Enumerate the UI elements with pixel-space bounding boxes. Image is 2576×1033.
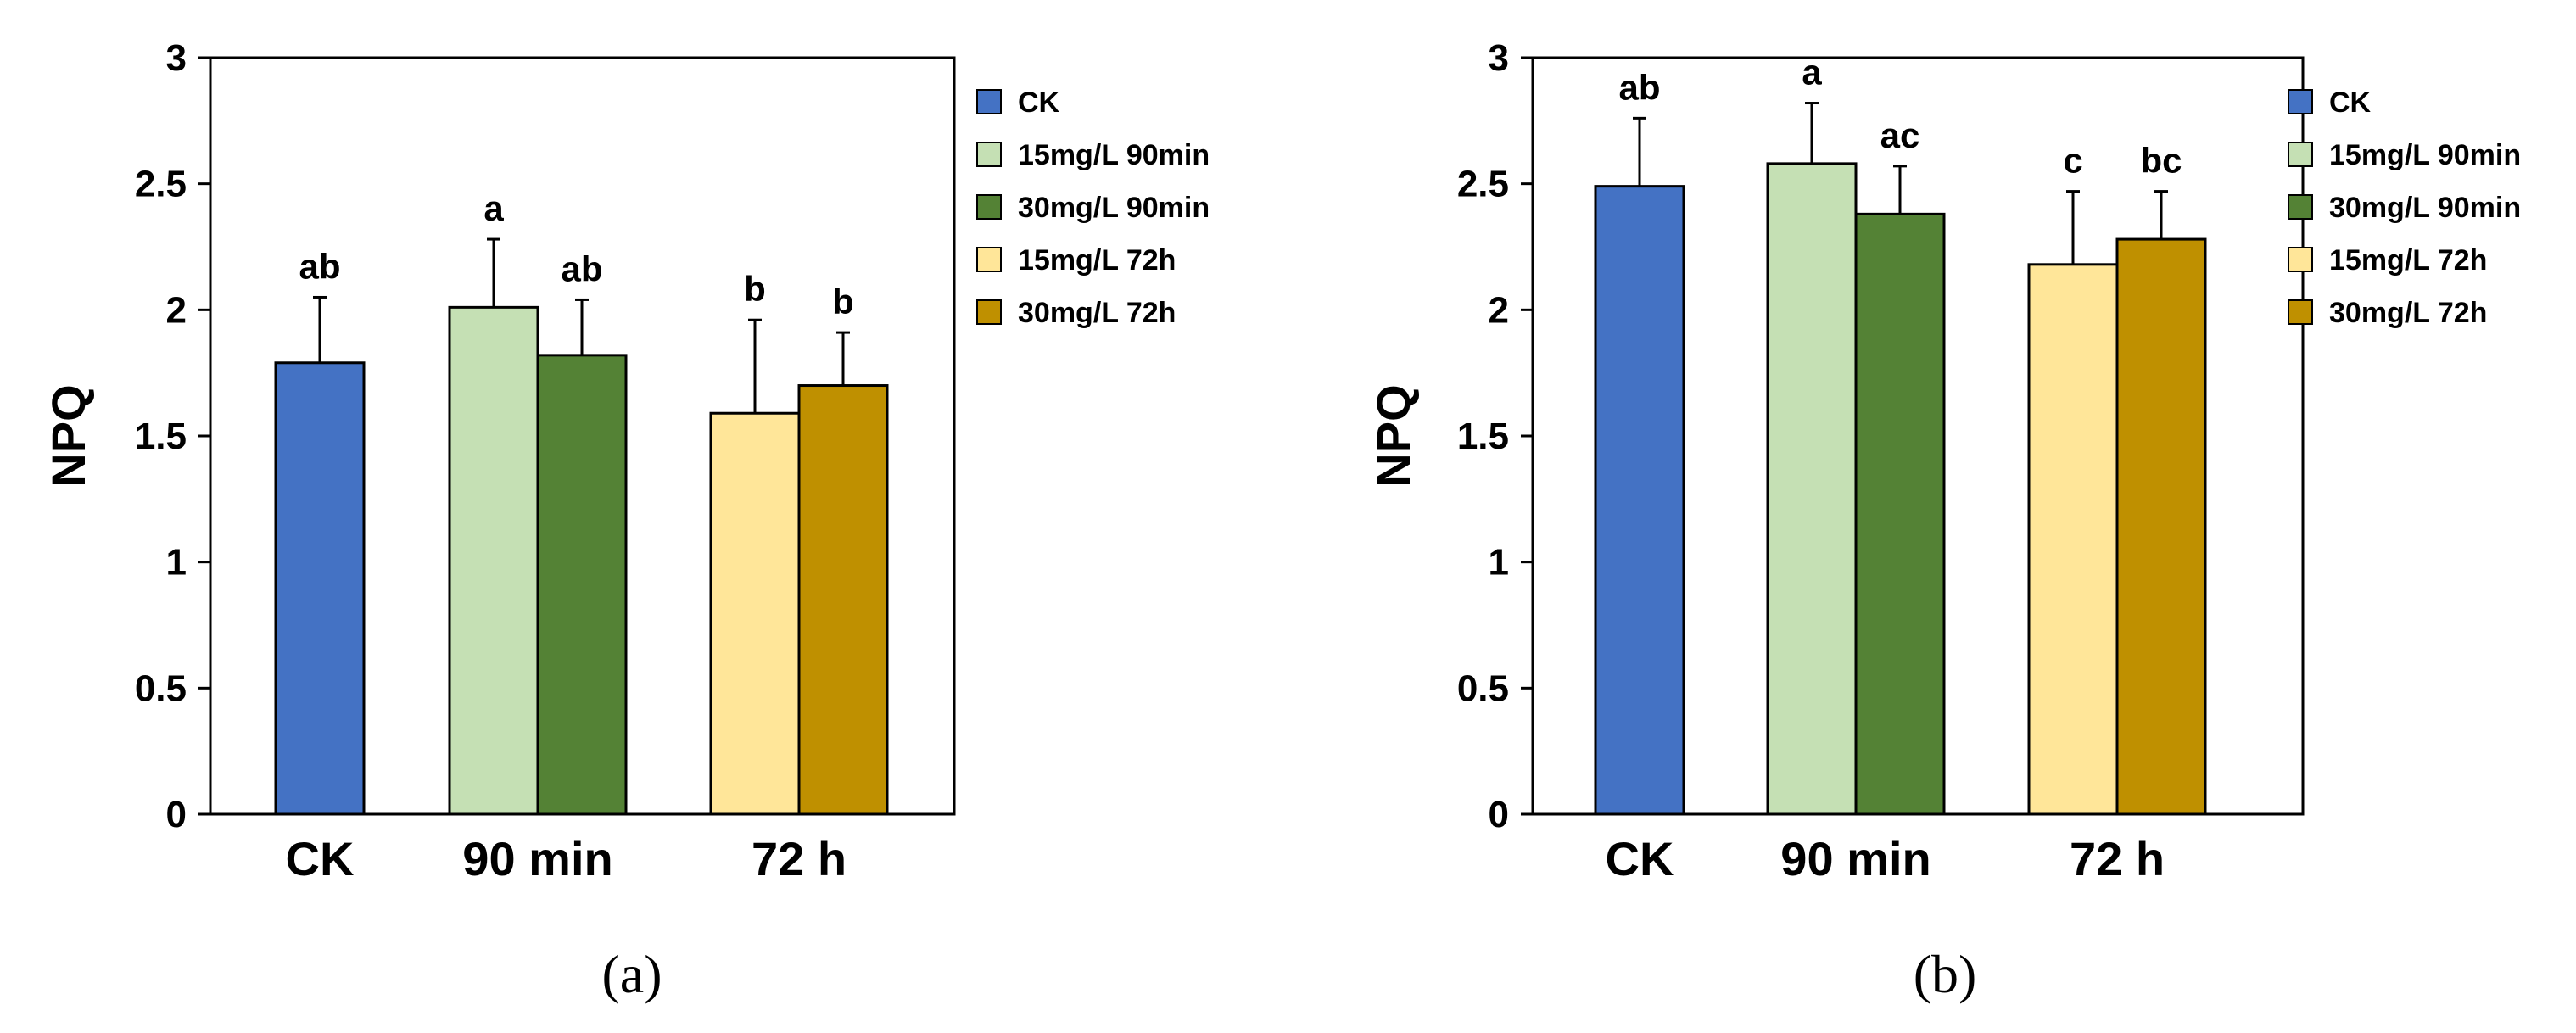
y-tick-label: 2.5	[135, 164, 187, 205]
legend-entry: 30mg/L 90min	[1018, 192, 1210, 224]
legend: CK 15mg/L 90min 30mg/L 90min 15mg/L 72h 30mg…	[976, 87, 1210, 329]
y-tick-label: 2	[1489, 289, 1509, 331]
y-tick-label: 0.5	[1457, 667, 1509, 709]
chart-panel-b: 0 0.5 1 1.5 2 2.5 3 NPQ ab a ac c bc CK 90 min 72 h CK 15…	[1366, 37, 2521, 1004]
bar-1	[1594, 185, 1685, 816]
significance-label: b	[744, 269, 766, 309]
bar-5	[797, 384, 889, 816]
legend-swatch	[2288, 142, 2313, 167]
significance-label: ab	[299, 246, 340, 286]
bar-3	[536, 354, 628, 816]
legend-swatch	[976, 299, 1002, 325]
legend-entry: 30mg/L 90min	[2329, 192, 2521, 224]
significance-label: b	[832, 282, 854, 321]
y-tick-label: 1.5	[135, 416, 187, 457]
bar-4	[709, 411, 801, 816]
legend-entry: 30mg/L 72h	[2329, 297, 2487, 329]
significance-label: ab	[1618, 67, 1660, 107]
significance-label: bc	[2140, 141, 2182, 181]
legend: CK 15mg/L 90min 30mg/L 90min 15mg/L 72h 30mg…	[2288, 87, 2521, 329]
y-tick-label: 1	[1489, 542, 1509, 584]
legend-entry: 15mg/L 90min	[2329, 139, 2521, 171]
y-tick-label: 1.5	[1457, 416, 1509, 457]
legend-swatch	[2288, 299, 2313, 325]
y-tick-label: 2.5	[1457, 164, 1509, 205]
bar-2	[448, 305, 539, 816]
x-category-label: CK	[1606, 832, 1674, 885]
legend-swatch	[976, 142, 1002, 167]
x-category-label: 90 min	[462, 832, 612, 885]
x-category-label: CK	[286, 832, 355, 885]
significance-label: a	[483, 188, 504, 228]
x-category-label: 72 h	[2070, 832, 2165, 885]
x-category-label: 90 min	[1780, 832, 1931, 885]
bar-2	[1766, 162, 1858, 816]
legend-entry: CK	[2329, 87, 2372, 119]
legend-entry: 30mg/L 72h	[1018, 297, 1176, 329]
legend-entry: 15mg/L 72h	[2329, 244, 2487, 276]
chart-panel-a: 0 0.5 1 1.5 2 2.5 3 NPQ ab a ab b b CK 90 min 72 h CK 15m…	[42, 37, 1210, 1004]
panel-label: (a)	[601, 944, 662, 1004]
panel-label: (b)	[1914, 944, 1977, 1004]
y-tick-label: 2	[166, 289, 187, 331]
y-tick-label: 3	[166, 37, 187, 79]
legend-swatch	[2288, 247, 2313, 272]
x-category-label: 72 h	[752, 832, 847, 885]
legend-swatch	[976, 194, 1002, 220]
significance-label: ab	[561, 248, 602, 288]
y-axis-label: NPQ	[42, 384, 95, 487]
significance-label: c	[2063, 141, 2082, 181]
y-tick-label: 1	[166, 542, 187, 584]
legend-swatch	[2288, 89, 2313, 114]
y-tick-label: 3	[1489, 37, 1509, 79]
legend-swatch	[2288, 194, 2313, 220]
bar-3	[1854, 212, 1946, 816]
legend-entry: 15mg/L 90min	[1018, 139, 1210, 171]
y-tick-label: 0.5	[135, 667, 187, 709]
y-tick-label: 0	[166, 794, 187, 835]
legend-swatch	[976, 247, 1002, 272]
bar-4	[2027, 263, 2119, 816]
legend-entry: 15mg/L 72h	[1018, 244, 1176, 276]
significance-label: a	[1802, 53, 1822, 92]
y-tick-label: 0	[1489, 794, 1509, 835]
significance-label: ac	[1880, 115, 1920, 155]
legend-swatch	[976, 89, 1002, 114]
y-axis-label: NPQ	[1366, 384, 1420, 487]
legend-entry: CK	[1018, 87, 1060, 119]
bar-1	[274, 361, 366, 816]
bar-5	[2115, 237, 2207, 816]
